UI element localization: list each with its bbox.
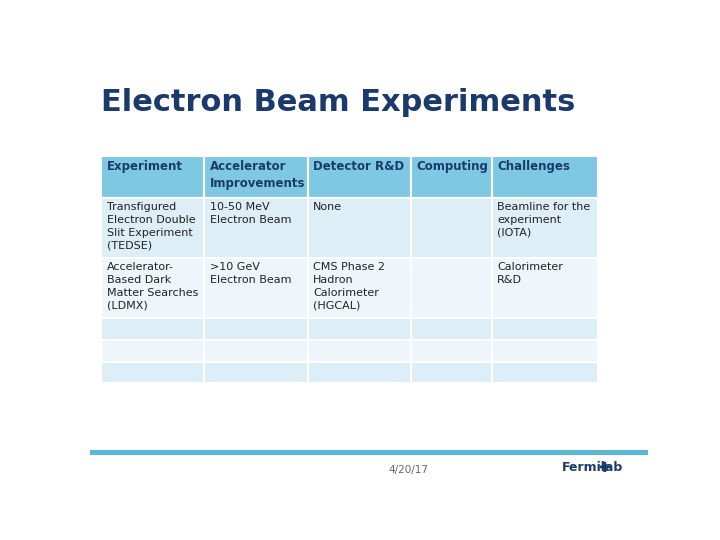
Text: Calorimeter
R&D: Calorimeter R&D (498, 262, 563, 285)
Text: >10 GeV
Electron Beam: >10 GeV Electron Beam (210, 262, 292, 285)
Bar (411, 258, 492, 319)
Bar (204, 156, 307, 198)
Text: Transfigured
Electron Double
Slit Experiment
(TEDSE): Transfigured Electron Double Slit Experi… (107, 202, 195, 251)
Bar (307, 340, 411, 362)
Bar (101, 258, 204, 319)
Text: Computing: Computing (416, 160, 488, 173)
Bar (411, 362, 492, 383)
Text: Beamline for the
experiment
(IOTA): Beamline for the experiment (IOTA) (498, 202, 590, 238)
Bar (411, 198, 492, 258)
Text: ✚: ✚ (598, 461, 609, 475)
Bar (307, 362, 411, 383)
Text: Accelerator-
Based Dark
Matter Searches
(LDMX): Accelerator- Based Dark Matter Searches … (107, 262, 198, 310)
Bar (492, 198, 598, 258)
Bar (307, 198, 411, 258)
Text: 4/20/17: 4/20/17 (389, 465, 428, 475)
Bar (492, 362, 598, 383)
Bar (101, 198, 204, 258)
Bar (101, 319, 204, 340)
Bar (204, 258, 307, 319)
Bar (492, 340, 598, 362)
Bar (90, 450, 648, 455)
Text: Challenges: Challenges (498, 160, 570, 173)
Bar (101, 156, 204, 198)
Text: Electron Beam Experiments: Electron Beam Experiments (101, 87, 575, 117)
Bar (204, 340, 307, 362)
Bar (492, 319, 598, 340)
Bar (411, 340, 492, 362)
Bar (307, 156, 411, 198)
Bar (492, 258, 598, 319)
Bar (101, 362, 204, 383)
Text: Fermilab: Fermilab (562, 461, 623, 474)
Text: 10-50 MeV
Electron Beam: 10-50 MeV Electron Beam (210, 202, 292, 225)
Bar (411, 319, 492, 340)
Bar (307, 319, 411, 340)
Bar (101, 340, 204, 362)
Text: Experiment: Experiment (107, 160, 183, 173)
Text: Detector R&D: Detector R&D (313, 160, 405, 173)
Text: Accelerator
Improvements: Accelerator Improvements (210, 160, 305, 190)
Text: None: None (313, 202, 342, 212)
Bar (492, 156, 598, 198)
Bar (204, 319, 307, 340)
Bar (204, 362, 307, 383)
Bar (204, 198, 307, 258)
Bar (307, 258, 411, 319)
Text: CMS Phase 2
Hadron
Calorimeter
(HGCAL): CMS Phase 2 Hadron Calorimeter (HGCAL) (313, 262, 385, 310)
Bar (411, 156, 492, 198)
